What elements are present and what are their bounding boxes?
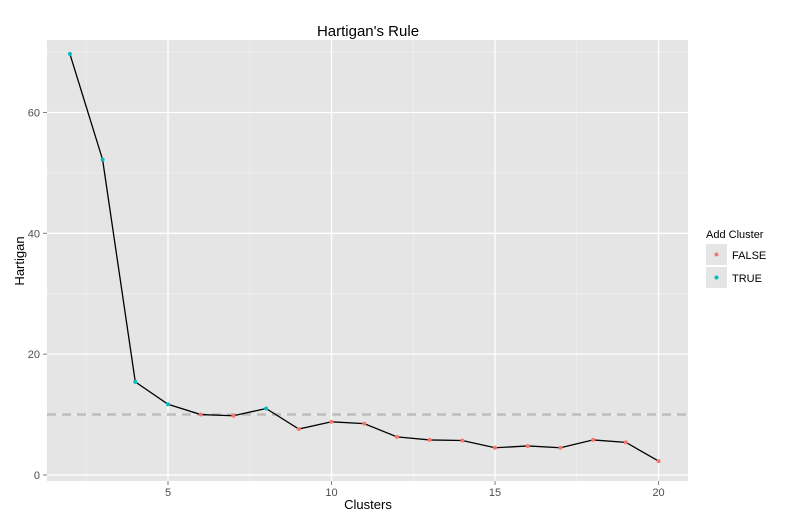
data-point-19 xyxy=(623,440,628,445)
legend-label-true: TRUE xyxy=(732,273,762,285)
legend: Add Cluster FALSE TRUE xyxy=(706,229,766,288)
y-tick-label: 60 xyxy=(28,107,40,119)
data-point-16 xyxy=(525,443,530,448)
data-points xyxy=(67,51,661,464)
legend-dot-false xyxy=(714,252,719,257)
data-point-6 xyxy=(198,412,203,417)
data-point-15 xyxy=(493,445,498,450)
y-axis-title: Hartigan xyxy=(12,236,27,285)
data-point-4 xyxy=(133,379,138,384)
data-point-5 xyxy=(166,402,171,407)
data-point-10 xyxy=(329,419,334,424)
data-point-9 xyxy=(296,427,301,432)
y-axis-ticks: 0 20 40 60 xyxy=(28,107,47,482)
legend-title: Add Cluster xyxy=(706,229,764,241)
y-tick-label: 20 xyxy=(28,349,40,361)
data-point-20 xyxy=(656,459,661,464)
data-point-18 xyxy=(591,437,596,442)
plot-panel xyxy=(47,40,688,481)
y-tick-label: 40 xyxy=(28,228,40,240)
x-axis-ticks: 5 10 15 20 xyxy=(165,481,665,499)
data-point-12 xyxy=(394,434,399,439)
chart-title: Hartigan's Rule xyxy=(317,23,419,40)
data-point-17 xyxy=(558,445,563,450)
data-point-8 xyxy=(264,406,269,411)
data-point-14 xyxy=(460,438,465,443)
major-gridlines xyxy=(47,40,688,481)
data-point-13 xyxy=(427,437,432,442)
x-axis-title: Clusters xyxy=(344,497,392,512)
minor-gridlines xyxy=(47,40,688,481)
x-tick-label: 10 xyxy=(325,487,337,499)
y-tick-label: 0 xyxy=(34,470,40,482)
x-tick-label: 20 xyxy=(652,487,664,499)
data-point-7 xyxy=(231,413,236,418)
data-point-11 xyxy=(362,421,367,426)
legend-dot-true xyxy=(714,275,719,280)
data-point-2 xyxy=(67,51,72,56)
x-tick-label: 5 xyxy=(165,487,171,499)
legend-label-false: FALSE xyxy=(732,250,766,262)
x-tick-label: 15 xyxy=(489,487,501,499)
data-point-3 xyxy=(100,157,105,162)
